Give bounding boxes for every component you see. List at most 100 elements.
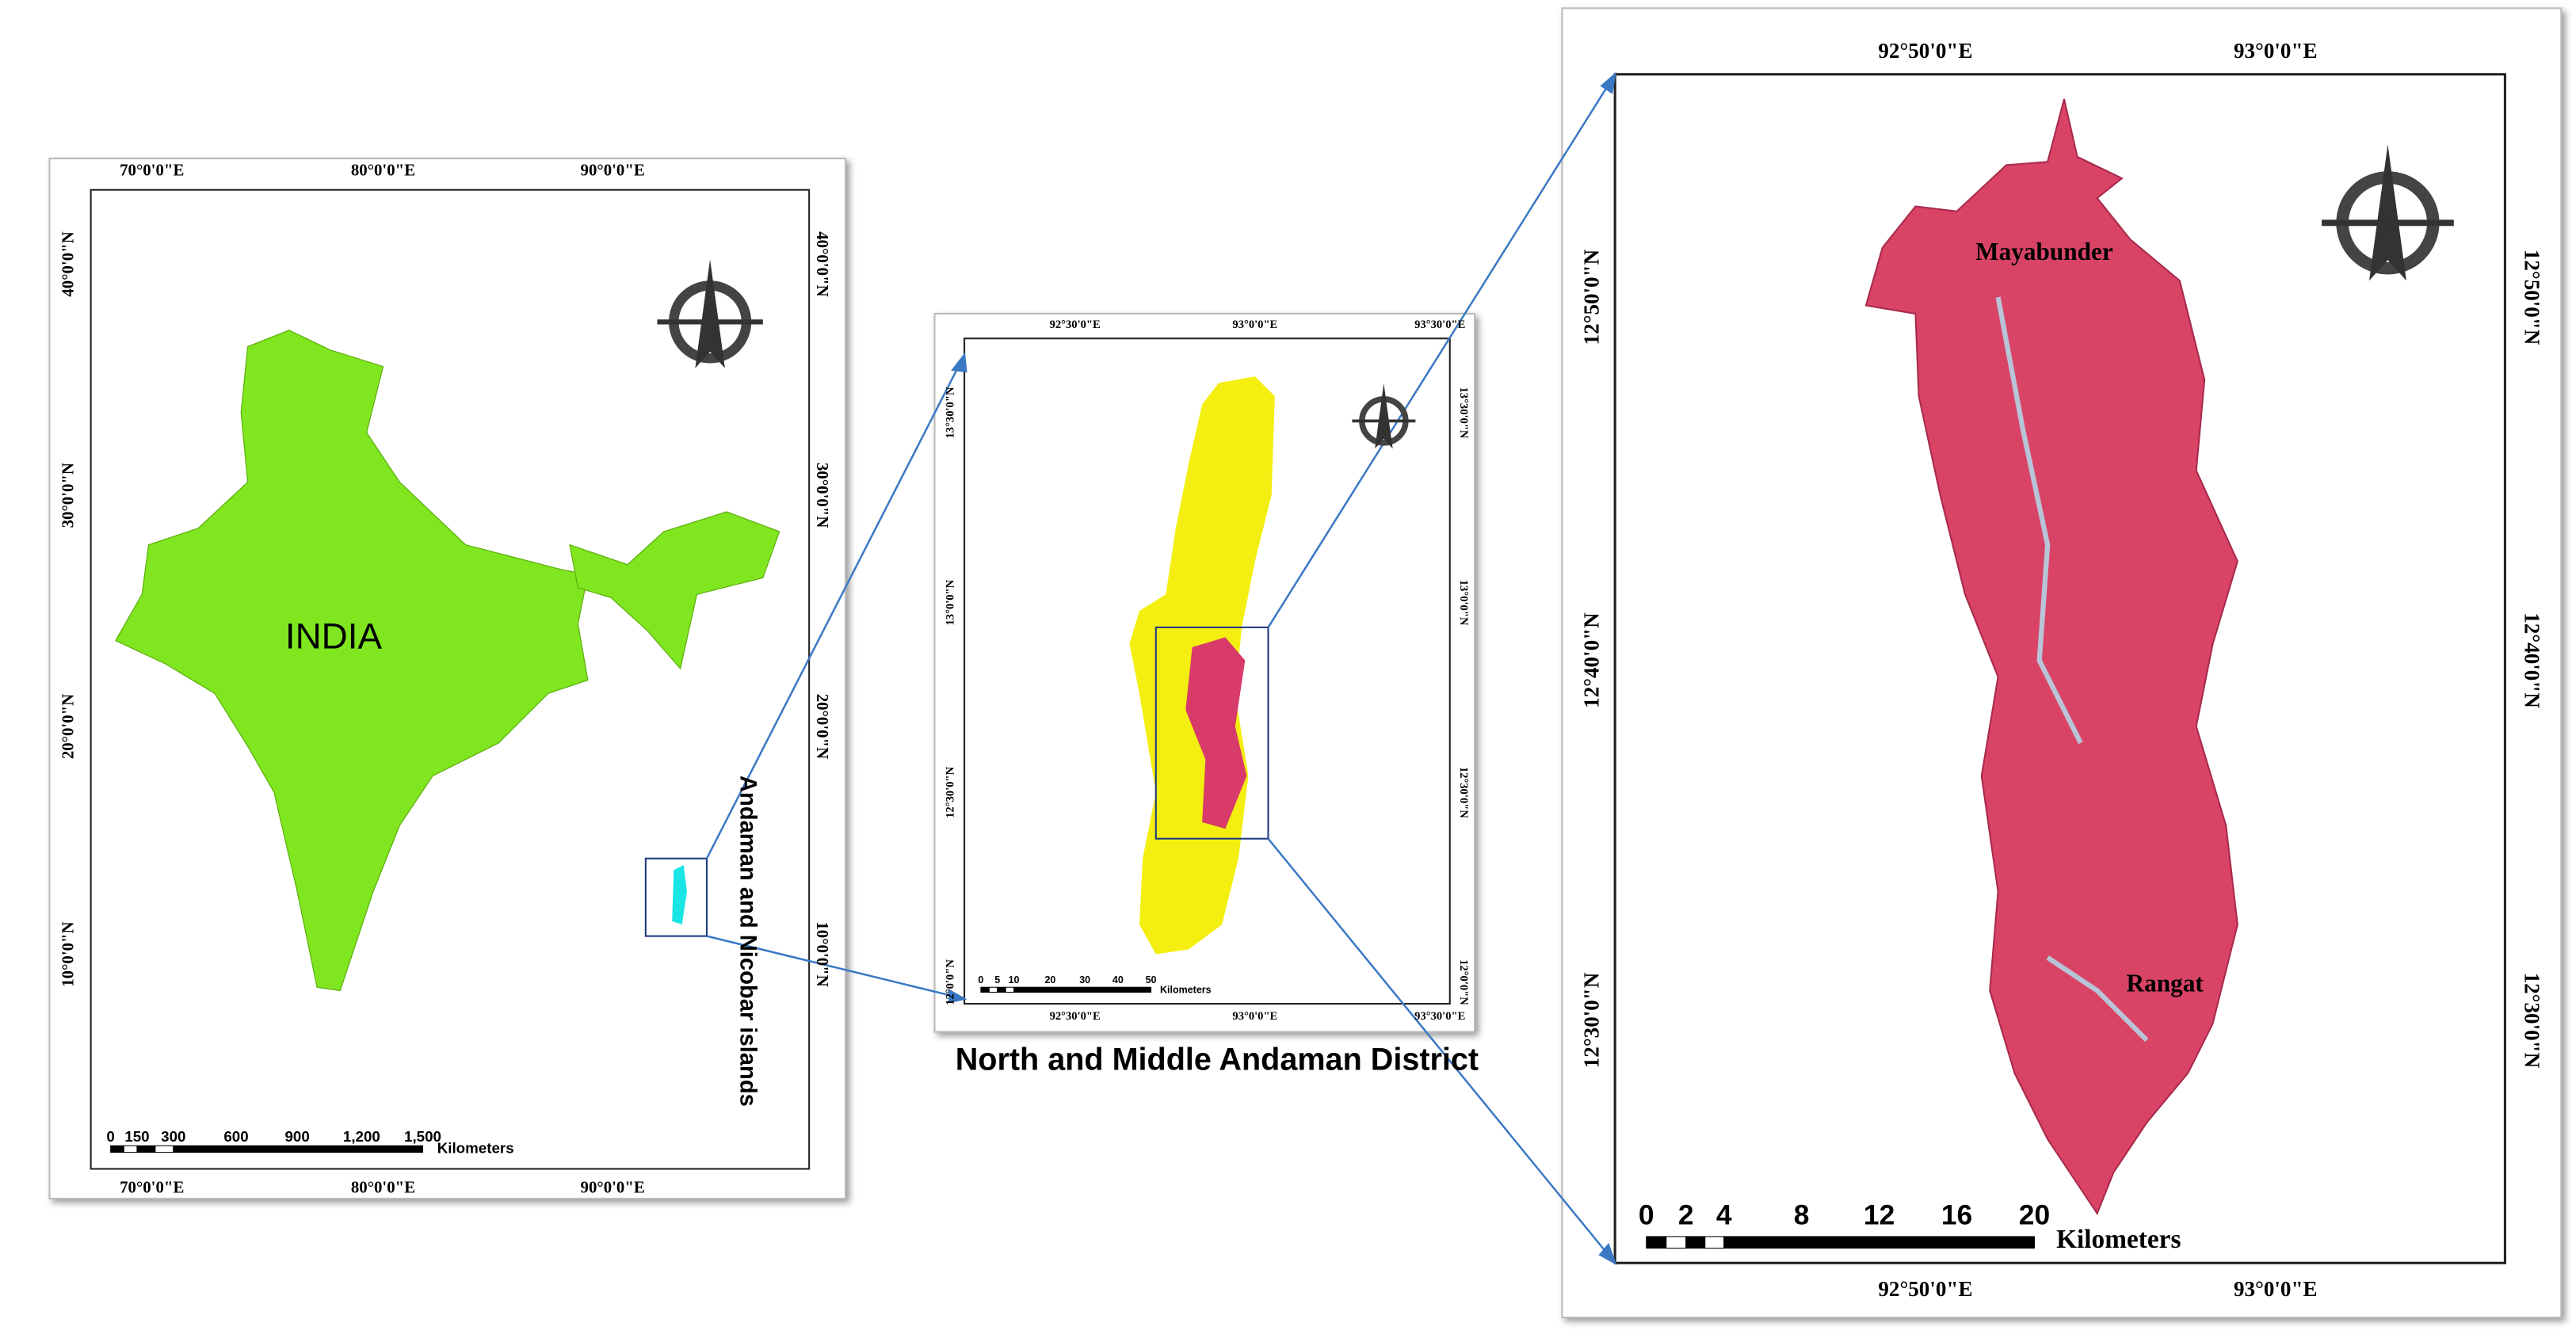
x-coordinate-label: 80°0'0"E	[351, 161, 415, 180]
y-coordinate-label: 12°50'0"N	[1579, 249, 1603, 345]
river	[1995, 296, 2149, 1043]
scale-bar-segment	[1801, 1236, 1880, 1249]
scale-bar-segment	[1956, 1236, 2036, 1249]
scale-bar-segment	[1879, 1236, 1958, 1249]
scale-label: 0	[106, 1128, 114, 1145]
map-frame	[1613, 73, 2506, 1264]
district-caption: North and Middle Andaman District	[956, 1042, 1479, 1077]
arrow-head	[948, 989, 967, 1004]
y-coordinate-label: 13°0'0"N	[1457, 580, 1470, 626]
scale-bar-segment	[1117, 986, 1152, 993]
country-label: INDIA	[285, 616, 383, 657]
y-coordinate-label: 10°0'0"N	[813, 921, 832, 986]
y-coordinate-label: 10°0'0"N	[58, 921, 77, 986]
scale-label: 16	[1941, 1199, 1972, 1230]
scale-label: 900	[284, 1128, 309, 1145]
y-coordinate-label: 12°30'0"N	[1457, 767, 1470, 818]
scale-label: 0	[1639, 1199, 1654, 1230]
scale-bar-segment	[1704, 1236, 1725, 1249]
scale-bar-segment	[1723, 1236, 1803, 1249]
x-coordinate-label: 90°0'0"E	[581, 161, 645, 180]
map-frame	[90, 189, 811, 1170]
scale-label: 600	[223, 1128, 248, 1145]
scale-bar-segment	[1084, 986, 1119, 993]
scale-bar-segment	[1646, 1236, 1667, 1249]
scale-label: 20	[1044, 974, 1055, 986]
x-coordinate-label: 92°50'0"E	[1878, 39, 1972, 63]
scale-label: 2	[1678, 1199, 1694, 1230]
study-area-map	[1864, 98, 2238, 1215]
scale-unit: Kilometers	[2056, 1225, 2181, 1254]
scale-bar-segment	[1005, 986, 1015, 993]
scale-label: 300	[161, 1128, 185, 1145]
x-coordinate-label: 93°0'0"E	[1232, 1010, 1277, 1023]
scale-unit: Kilometers	[1160, 985, 1212, 996]
scale-bar-segment	[1013, 986, 1051, 993]
scale-label: 40	[1112, 974, 1124, 986]
arrow-head	[1598, 1242, 1617, 1265]
north-arrow	[1352, 383, 1416, 449]
y-coordinate-label: 12°50'0"N	[2520, 250, 2544, 345]
y-coordinate-label: 12°0'0"N	[1457, 959, 1470, 1005]
x-coordinate-label: 92°50'0"E	[1878, 1277, 1972, 1301]
x-coordinate-label: 92°30'0"E	[1050, 1010, 1101, 1023]
india-shape	[115, 330, 589, 992]
y-coordinate-label: 30°0'0"N	[813, 463, 832, 528]
north-needle	[2369, 144, 2406, 281]
scale-label: 30	[1079, 974, 1090, 986]
y-coordinate-label: 20°0'0"N	[58, 694, 77, 759]
x-coordinate-label: 90°0'0"E	[581, 1177, 645, 1196]
scale-bar-segment	[296, 1145, 362, 1153]
scale-label: 150	[124, 1128, 149, 1145]
place-label: Mayabunder	[1975, 238, 2113, 265]
north-needle	[695, 259, 725, 368]
arrow-head	[951, 352, 967, 373]
x-coordinate-label: 70°0'0"E	[120, 1177, 184, 1196]
scale-label: 1,200	[343, 1128, 380, 1145]
scale-label: 20	[2019, 1199, 2050, 1230]
scale-label: 50	[1146, 974, 1157, 986]
scale-label: 8	[1794, 1199, 1810, 1230]
north-arrow	[657, 259, 763, 368]
scale-bar-segment	[361, 1145, 424, 1153]
north-arrow	[2322, 144, 2454, 281]
connector	[1267, 837, 1616, 1264]
connector	[705, 354, 966, 860]
scale-bar-segment	[1685, 1236, 1706, 1249]
scale-bar-segment	[136, 1145, 156, 1153]
y-coordinate-label: 12°40'0"N	[2520, 612, 2544, 708]
figure-content: 70°0'0"E 70°0'0"E 80°0'0"E 80°0'0"E 90°0'0"E…	[48, 7, 2563, 1319]
x-coordinate-label: 92°30'0"E	[1050, 318, 1101, 331]
scale-bar-segment	[173, 1145, 237, 1153]
north-needle	[1375, 383, 1393, 449]
inset-box	[1154, 626, 1269, 840]
y-coordinate-label: 12°30'0"N	[1579, 972, 1603, 1068]
y-coordinate-label: 40°0'0"N	[58, 231, 77, 296]
y-coordinate-label: 12°0'0"N	[945, 959, 957, 1005]
y-coordinate-label: 12°30'0"N	[2520, 973, 2544, 1069]
y-coordinate-label: 40°0'0"N	[813, 231, 832, 296]
scale-label: 5	[994, 974, 1000, 986]
scale-bar-segment	[110, 1145, 124, 1153]
islands-label: Andaman and Nicobar islands	[735, 776, 760, 1107]
scale-bar-segment	[235, 1145, 298, 1153]
scale-bar-segment	[123, 1145, 138, 1153]
y-coordinate-label: 20°0'0"N	[813, 694, 832, 759]
connector	[1267, 74, 1616, 628]
arrow-head	[1600, 71, 1617, 94]
scale-bar-segment	[155, 1145, 174, 1153]
scale-bar-segment	[997, 986, 1006, 993]
x-coordinate-label: 70°0'0"E	[120, 161, 184, 180]
map-frame	[964, 337, 1451, 1005]
x-coordinate-label: 80°0'0"E	[351, 1177, 415, 1196]
x-coordinate-label: 93°30'0"E	[1414, 318, 1465, 331]
india-northeast	[569, 511, 780, 670]
x-coordinate-label: 93°0'0"E	[1232, 318, 1277, 331]
scale-unit: Kilometers	[437, 1139, 514, 1156]
y-coordinate-label: 13°30'0"N	[1457, 387, 1470, 439]
y-coordinate-label: 12°40'0"N	[1579, 612, 1603, 708]
y-coordinate-label: 13°30'0"N	[945, 387, 957, 438]
scale-bar-segment	[988, 986, 998, 993]
